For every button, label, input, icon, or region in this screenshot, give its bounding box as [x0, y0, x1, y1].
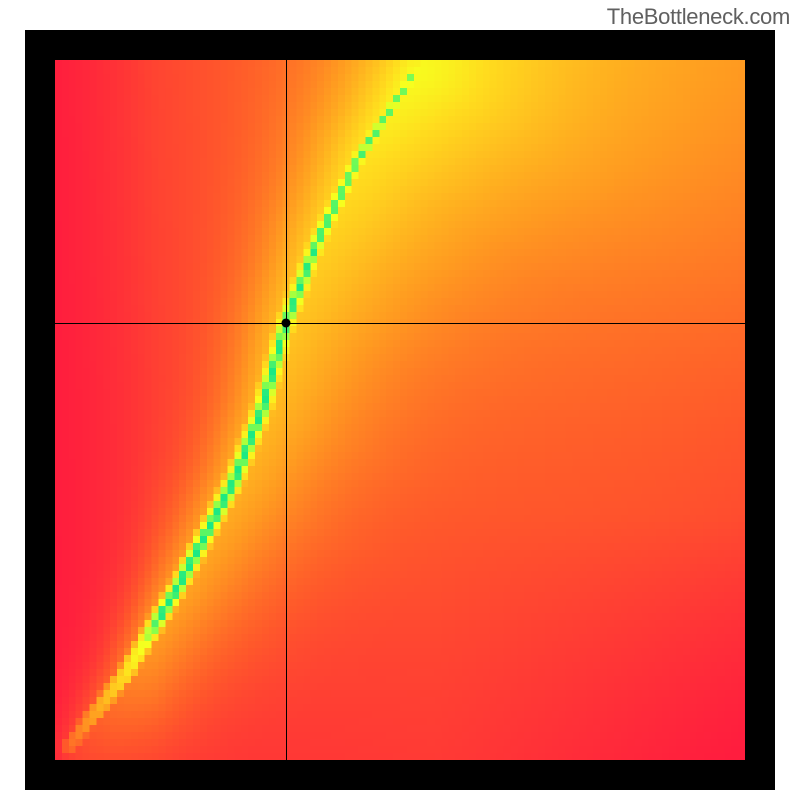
- watermark-text: TheBottleneck.com: [607, 4, 790, 30]
- heatmap-canvas: [55, 60, 745, 760]
- heatmap-plot: [25, 30, 775, 790]
- chart-container: TheBottleneck.com: [0, 0, 800, 800]
